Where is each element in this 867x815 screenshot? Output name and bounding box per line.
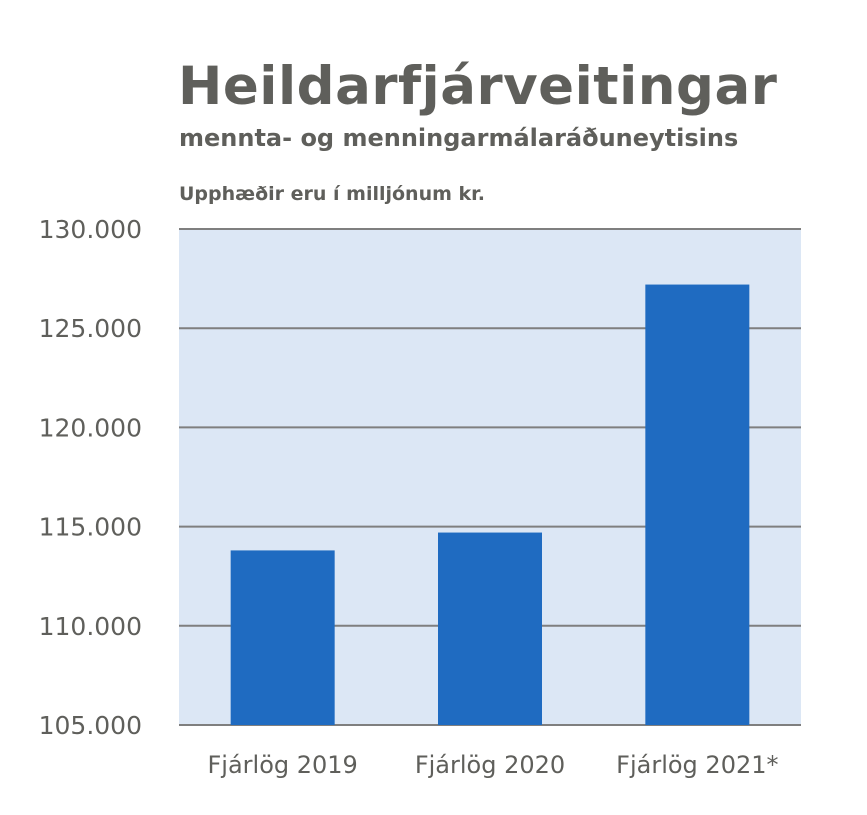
y-tick-label: 120.000 <box>39 413 142 442</box>
x-tick-label: Fjárlög 2021* <box>616 751 778 779</box>
y-axis-ticks: 105.000 110.000 115.000 120.000 125.000 130.0… <box>39 215 142 740</box>
y-tick-label: 125.000 <box>39 314 142 343</box>
x-tick-label: Fjárlög 2019 <box>207 751 357 779</box>
y-tick-label: 110.000 <box>39 612 142 641</box>
y-tick-label: 130.000 <box>39 215 142 244</box>
unit-note: Upphæðir eru í milljónum kr. <box>179 183 486 205</box>
chart-title: Heildarfjárveitingar <box>178 56 778 117</box>
chart-subtitle: mennta- og menningarmálaráðuneytisins <box>179 124 739 152</box>
bar <box>645 284 750 725</box>
y-tick-label: 115.000 <box>39 513 142 542</box>
bar <box>230 550 335 725</box>
bars <box>230 284 750 725</box>
bar <box>438 532 542 725</box>
x-axis-ticks: Fjárlög 2019 Fjárlög 2020 Fjárlög 2021* <box>207 751 778 779</box>
y-tick-label: 105.000 <box>39 711 142 740</box>
x-tick-label: Fjárlög 2020 <box>415 751 565 779</box>
